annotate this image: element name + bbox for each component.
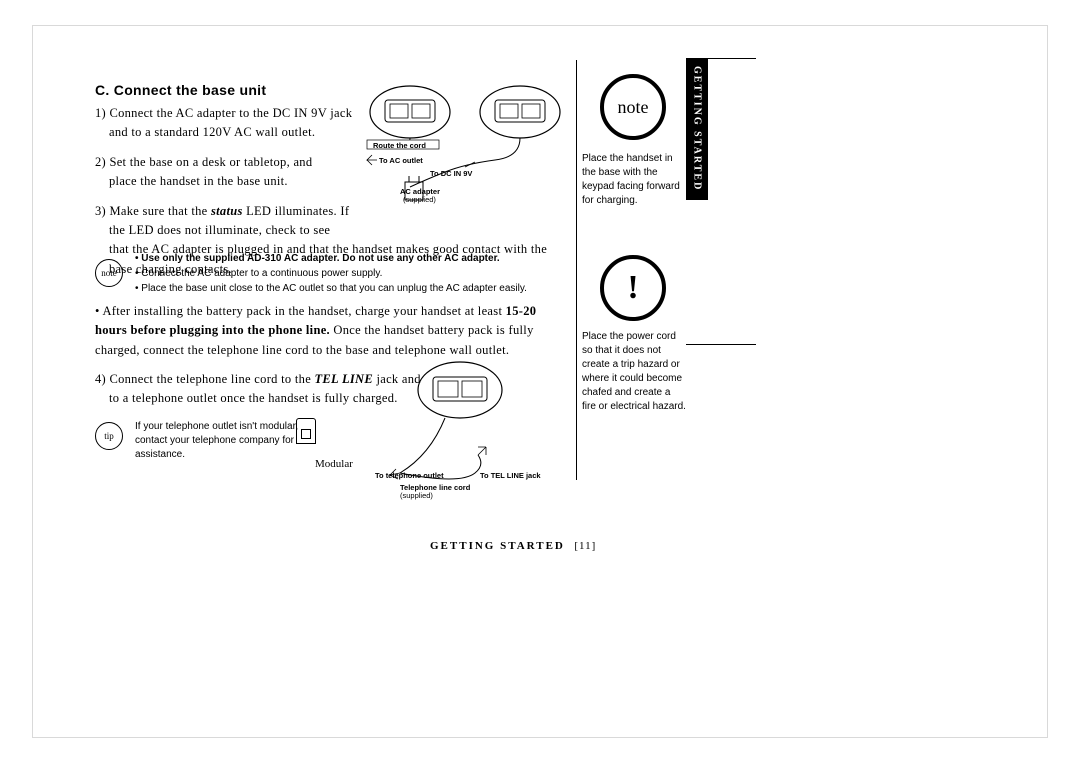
- column-divider: [576, 60, 577, 480]
- note-icon: note: [95, 259, 123, 287]
- footer-page: [11]: [574, 540, 596, 552]
- after-install-text: • After installing the battery pack in t…: [95, 302, 565, 360]
- step2-line1: 2) Set the base on a desk or tabletop, a…: [95, 155, 312, 169]
- step2-line2: place the handset in the base unit.: [109, 172, 288, 191]
- diagram-base-tel: To telephone outlet To TEL LINE jack Tel…: [360, 355, 560, 485]
- footer-section: GETTING STARTED: [430, 540, 565, 552]
- step4-c: to a telephone outlet once the handset i…: [109, 389, 398, 408]
- side-note-1: Place the handset in the base with the k…: [582, 152, 686, 208]
- step3-c: the LED does not illuminate, check to se…: [109, 221, 330, 240]
- step3-a: 3) Make sure that the: [95, 204, 211, 218]
- note-bullets: Use only the supplied AD-310 AC adapter.…: [135, 251, 565, 296]
- warning-icon: !: [600, 255, 666, 321]
- section-tab: GETTING STARTED: [686, 58, 708, 200]
- page-footer: GETTING STARTED [11]: [430, 540, 596, 552]
- side-note-2: Place the power cord so that it does not…: [582, 330, 686, 414]
- modular-label: Modular: [315, 458, 353, 470]
- ai-a: After installing the battery pack in the…: [102, 304, 505, 318]
- side-rule-2: [686, 344, 756, 345]
- lbl-jack: To TEL LINE jack: [480, 471, 541, 480]
- step1-line1: 1) Connect the AC adapter to the DC IN 9…: [95, 106, 352, 120]
- step3-b: LED illuminates. If: [243, 204, 350, 218]
- note-b3: Place the base unit close to the AC outl…: [135, 281, 565, 296]
- base-tel-svg: [360, 355, 560, 485]
- lbl-supplied2: (supplied): [400, 491, 433, 500]
- step4-a: 4) Connect the telephone line cord to th…: [95, 372, 314, 386]
- lbl-outlet: To telephone outlet: [375, 471, 444, 480]
- diagram-base-ac: Route the cord To AC outlet To DC IN 9V …: [365, 82, 565, 212]
- step-2: 2) Set the base on a desk or tabletop, a…: [95, 153, 375, 192]
- bullet: •: [95, 304, 100, 318]
- lbl-route: Route the cord: [373, 141, 426, 150]
- modular-jack-icon: [296, 418, 316, 444]
- step1-line2: and to a standard 120V AC wall outlet.: [109, 123, 315, 142]
- note-b2: Connect the AC adapter to a continuous p…: [135, 266, 565, 281]
- inline-note-box: note Use only the supplied AD-310 AC ada…: [95, 251, 565, 296]
- step-1: 1) Connect the AC adapter to the DC IN 9…: [95, 104, 375, 143]
- lbl-to-ac: To AC outlet: [379, 156, 423, 165]
- lbl-to-dc: To DC IN 9V: [430, 169, 472, 178]
- side-note-icon: note: [600, 74, 666, 140]
- lbl-supplied1: (supplied): [403, 195, 436, 204]
- tip-text: If your telephone outlet isn't modular, …: [135, 420, 310, 462]
- status-word: status: [211, 204, 243, 218]
- tip-icon: tip: [95, 422, 123, 450]
- note-b1: Use only the supplied AD-310 AC adapter.…: [135, 251, 565, 266]
